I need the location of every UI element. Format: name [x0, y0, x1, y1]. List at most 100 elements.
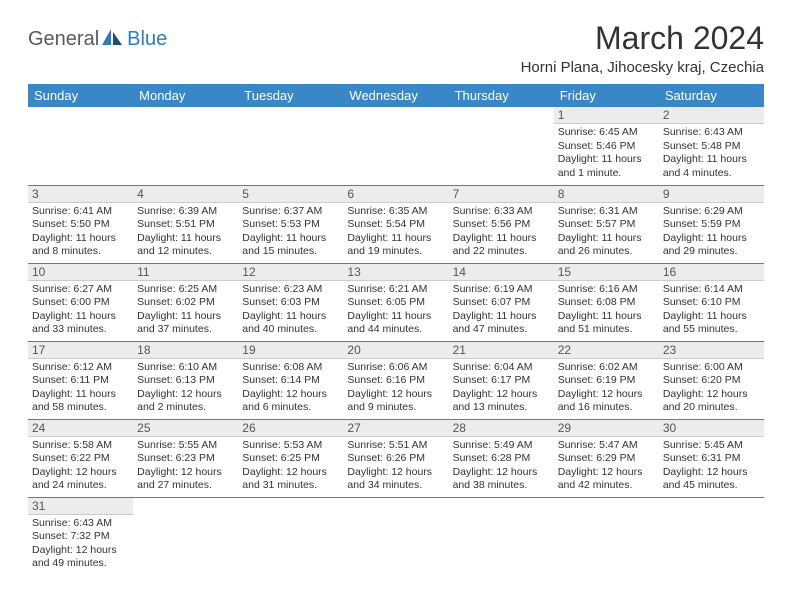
- sunrise-text: Sunrise: 5:47 AM: [558, 439, 655, 453]
- calendar-cell: [554, 497, 659, 575]
- day-number: 2: [659, 107, 764, 124]
- sunset-text: Sunset: 6:22 PM: [32, 452, 129, 466]
- day-content: Sunrise: 6:31 AMSunset: 5:57 PMDaylight:…: [554, 203, 659, 262]
- day-number: 18: [133, 342, 238, 359]
- day-number: 21: [449, 342, 554, 359]
- sunset-text: Sunset: 5:53 PM: [242, 218, 339, 232]
- day-content: Sunrise: 6:16 AMSunset: 6:08 PMDaylight:…: [554, 281, 659, 340]
- day-number: 8: [554, 186, 659, 203]
- calendar-cell: 10Sunrise: 6:27 AMSunset: 6:00 PMDayligh…: [28, 263, 133, 341]
- day-content: Sunrise: 5:53 AMSunset: 6:25 PMDaylight:…: [238, 437, 343, 496]
- day-content: Sunrise: 6:04 AMSunset: 6:17 PMDaylight:…: [449, 359, 554, 418]
- calendar-cell: [133, 497, 238, 575]
- sunrise-text: Sunrise: 6:39 AM: [137, 205, 234, 219]
- daylight-text: Daylight: 12 hours and 13 minutes.: [453, 388, 550, 415]
- daylight-text: Daylight: 12 hours and 27 minutes.: [137, 466, 234, 493]
- daylight-text: Daylight: 11 hours and 51 minutes.: [558, 310, 655, 337]
- day-content: Sunrise: 6:14 AMSunset: 6:10 PMDaylight:…: [659, 281, 764, 340]
- brand-part1: General: [28, 28, 99, 51]
- sunrise-text: Sunrise: 6:10 AM: [137, 361, 234, 375]
- daylight-text: Daylight: 12 hours and 31 minutes.: [242, 466, 339, 493]
- calendar-cell: 6Sunrise: 6:35 AMSunset: 5:54 PMDaylight…: [343, 185, 448, 263]
- daylight-text: Daylight: 11 hours and 55 minutes.: [663, 310, 760, 337]
- sunset-text: Sunset: 6:14 PM: [242, 374, 339, 388]
- sunrise-text: Sunrise: 6:41 AM: [32, 205, 129, 219]
- calendar-cell: 24Sunrise: 5:58 AMSunset: 6:22 PMDayligh…: [28, 419, 133, 497]
- sunset-text: Sunset: 6:20 PM: [663, 374, 760, 388]
- sunrise-text: Sunrise: 6:23 AM: [242, 283, 339, 297]
- calendar-cell: 20Sunrise: 6:06 AMSunset: 6:16 PMDayligh…: [343, 341, 448, 419]
- weekday-header: Wednesday: [343, 84, 448, 107]
- daylight-text: Daylight: 11 hours and 15 minutes.: [242, 232, 339, 259]
- day-number: 17: [28, 342, 133, 359]
- sunrise-text: Sunrise: 6:33 AM: [453, 205, 550, 219]
- daylight-text: Daylight: 11 hours and 12 minutes.: [137, 232, 234, 259]
- daylight-text: Daylight: 12 hours and 24 minutes.: [32, 466, 129, 493]
- sunrise-text: Sunrise: 6:35 AM: [347, 205, 444, 219]
- day-content: Sunrise: 6:19 AMSunset: 6:07 PMDaylight:…: [449, 281, 554, 340]
- sunset-text: Sunset: 5:56 PM: [453, 218, 550, 232]
- daylight-text: Daylight: 11 hours and 33 minutes.: [32, 310, 129, 337]
- day-number: 12: [238, 264, 343, 281]
- sunrise-text: Sunrise: 6:43 AM: [663, 126, 760, 140]
- daylight-text: Daylight: 12 hours and 20 minutes.: [663, 388, 760, 415]
- weekday-header: Saturday: [659, 84, 764, 107]
- calendar-week-row: 31Sunrise: 6:43 AMSunset: 7:32 PMDayligh…: [28, 497, 764, 575]
- daylight-text: Daylight: 12 hours and 49 minutes.: [32, 544, 129, 571]
- sunrise-text: Sunrise: 5:45 AM: [663, 439, 760, 453]
- day-content: Sunrise: 6:43 AMSunset: 7:32 PMDaylight:…: [28, 515, 133, 574]
- day-number: 30: [659, 420, 764, 437]
- day-number: 31: [28, 498, 133, 515]
- sail-icon: [102, 28, 124, 51]
- calendar-cell: 12Sunrise: 6:23 AMSunset: 6:03 PMDayligh…: [238, 263, 343, 341]
- day-number: 3: [28, 186, 133, 203]
- calendar-cell: 7Sunrise: 6:33 AMSunset: 5:56 PMDaylight…: [449, 185, 554, 263]
- sunrise-text: Sunrise: 6:25 AM: [137, 283, 234, 297]
- sunset-text: Sunset: 6:23 PM: [137, 452, 234, 466]
- day-number: 23: [659, 342, 764, 359]
- calendar-week-row: 24Sunrise: 5:58 AMSunset: 6:22 PMDayligh…: [28, 419, 764, 497]
- day-number: 5: [238, 186, 343, 203]
- day-content: Sunrise: 6:35 AMSunset: 5:54 PMDaylight:…: [343, 203, 448, 262]
- weekday-header: Monday: [133, 84, 238, 107]
- day-content: Sunrise: 5:49 AMSunset: 6:28 PMDaylight:…: [449, 437, 554, 496]
- sunrise-text: Sunrise: 6:14 AM: [663, 283, 760, 297]
- sunset-text: Sunset: 5:57 PM: [558, 218, 655, 232]
- sunrise-text: Sunrise: 6:06 AM: [347, 361, 444, 375]
- sunrise-text: Sunrise: 5:58 AM: [32, 439, 129, 453]
- header: General Blue March 2024 Horni Plana, Jih…: [28, 20, 764, 76]
- day-number: 13: [343, 264, 448, 281]
- sunset-text: Sunset: 6:07 PM: [453, 296, 550, 310]
- day-number: 1: [554, 107, 659, 124]
- day-content: Sunrise: 6:25 AMSunset: 6:02 PMDaylight:…: [133, 281, 238, 340]
- title-block: March 2024 Horni Plana, Jihocesky kraj, …: [521, 20, 764, 76]
- daylight-text: Daylight: 12 hours and 9 minutes.: [347, 388, 444, 415]
- calendar-cell: 2Sunrise: 6:43 AMSunset: 5:48 PMDaylight…: [659, 107, 764, 185]
- day-content: Sunrise: 6:33 AMSunset: 5:56 PMDaylight:…: [449, 203, 554, 262]
- day-content: Sunrise: 6:12 AMSunset: 6:11 PMDaylight:…: [28, 359, 133, 418]
- weekday-header: Friday: [554, 84, 659, 107]
- sunset-text: Sunset: 6:13 PM: [137, 374, 234, 388]
- day-number: 28: [449, 420, 554, 437]
- sunrise-text: Sunrise: 5:55 AM: [137, 439, 234, 453]
- sunrise-text: Sunrise: 6:45 AM: [558, 126, 655, 140]
- sunset-text: Sunset: 6:02 PM: [137, 296, 234, 310]
- day-number: 25: [133, 420, 238, 437]
- sunrise-text: Sunrise: 6:12 AM: [32, 361, 129, 375]
- daylight-text: Daylight: 12 hours and 34 minutes.: [347, 466, 444, 493]
- day-number: 7: [449, 186, 554, 203]
- calendar-cell: 23Sunrise: 6:00 AMSunset: 6:20 PMDayligh…: [659, 341, 764, 419]
- day-content: Sunrise: 5:51 AMSunset: 6:26 PMDaylight:…: [343, 437, 448, 496]
- calendar-cell: 5Sunrise: 6:37 AMSunset: 5:53 PMDaylight…: [238, 185, 343, 263]
- sunset-text: Sunset: 6:03 PM: [242, 296, 339, 310]
- day-content: Sunrise: 6:06 AMSunset: 6:16 PMDaylight:…: [343, 359, 448, 418]
- day-content: Sunrise: 5:58 AMSunset: 6:22 PMDaylight:…: [28, 437, 133, 496]
- sunset-text: Sunset: 5:54 PM: [347, 218, 444, 232]
- brand-part2: Blue: [127, 28, 167, 51]
- sunset-text: Sunset: 6:11 PM: [32, 374, 129, 388]
- sunrise-text: Sunrise: 5:51 AM: [347, 439, 444, 453]
- daylight-text: Daylight: 12 hours and 42 minutes.: [558, 466, 655, 493]
- calendar-cell: 11Sunrise: 6:25 AMSunset: 6:02 PMDayligh…: [133, 263, 238, 341]
- sunset-text: Sunset: 6:08 PM: [558, 296, 655, 310]
- day-content: Sunrise: 6:10 AMSunset: 6:13 PMDaylight:…: [133, 359, 238, 418]
